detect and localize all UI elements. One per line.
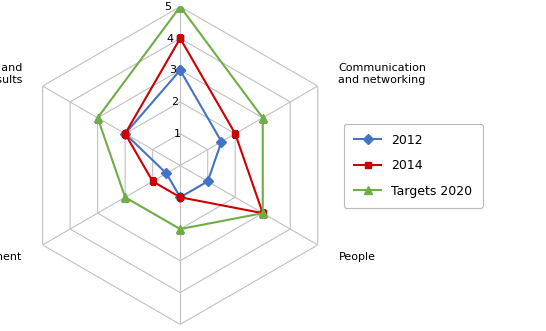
2014 bbox=[232, 132, 239, 136]
2014 bbox=[177, 36, 183, 40]
Line: Targets 2020: Targets 2020 bbox=[93, 2, 267, 233]
Text: Communication
and networking: Communication and networking bbox=[339, 63, 426, 85]
2012 bbox=[122, 132, 128, 136]
Targets 2020 bbox=[177, 5, 183, 9]
Text: Monitoring and
results: Monitoring and results bbox=[0, 63, 22, 85]
Targets 2020 bbox=[122, 195, 128, 199]
2012 bbox=[163, 171, 170, 175]
Text: People: People bbox=[339, 252, 376, 262]
2012 bbox=[177, 68, 183, 72]
Line: 2012: 2012 bbox=[122, 67, 225, 201]
2014 bbox=[177, 195, 183, 199]
2014 bbox=[122, 132, 128, 136]
Targets 2020 bbox=[94, 116, 101, 120]
2012 bbox=[218, 140, 225, 144]
2014 bbox=[150, 179, 156, 183]
Text: 4: 4 bbox=[167, 34, 174, 44]
Legend: 2012, 2014, Targets 2020: 2012, 2014, Targets 2020 bbox=[344, 123, 483, 208]
Text: 1: 1 bbox=[174, 129, 181, 139]
Text: 5: 5 bbox=[164, 2, 171, 12]
Text: Procurement: Procurement bbox=[0, 252, 22, 262]
Targets 2020 bbox=[259, 116, 266, 120]
Line: 2014: 2014 bbox=[122, 35, 266, 216]
Targets 2020 bbox=[259, 211, 266, 215]
2014 bbox=[177, 36, 183, 40]
2012 bbox=[177, 195, 183, 199]
Targets 2020 bbox=[177, 5, 183, 9]
2014 bbox=[259, 211, 266, 215]
Text: 3: 3 bbox=[169, 66, 176, 75]
Text: 2: 2 bbox=[171, 97, 179, 107]
Targets 2020 bbox=[177, 227, 183, 231]
2012 bbox=[177, 68, 183, 72]
2012 bbox=[204, 179, 211, 183]
